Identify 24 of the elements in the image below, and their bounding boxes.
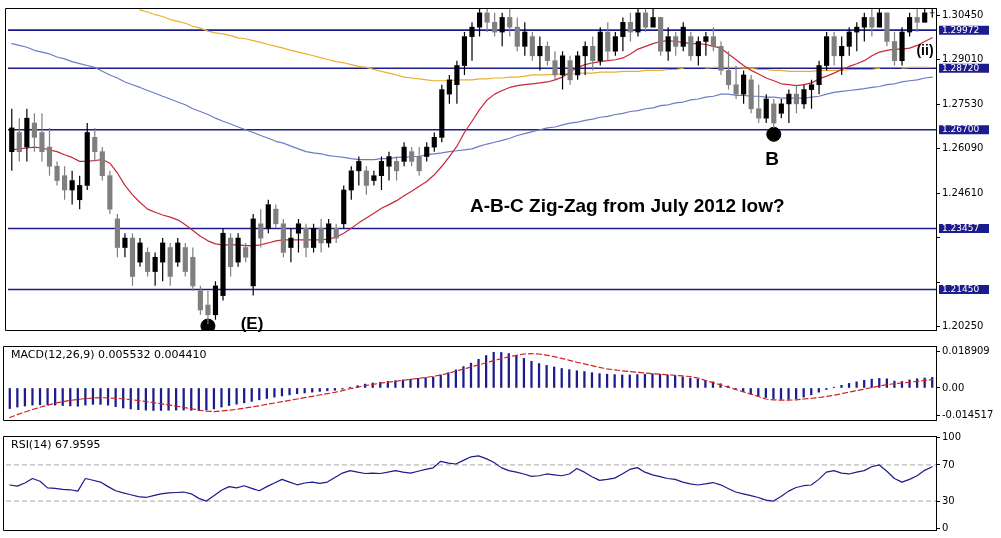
y-tick-label: 1.24610 (942, 186, 984, 198)
chart-title: RSI(14) 67.9595 (11, 438, 101, 452)
y-tick-label: 0 (942, 521, 949, 533)
y-tick-label: 30 (942, 494, 955, 506)
ref-line-label: 1.28720 (942, 62, 980, 73)
y-tick-label: 1.20250 (942, 319, 984, 331)
annotation: A-B-C Zig-Zag from July 2012 low? (470, 195, 785, 217)
y-tick-label: 1.26090 (942, 141, 984, 153)
ref-line-label: 1.29972 (942, 24, 980, 35)
y-tick-label: 0.018909 (942, 345, 990, 357)
y-tick-label: 70 (942, 458, 955, 470)
y-tick-label: -0.014517 (942, 409, 994, 421)
annotation: B (765, 148, 779, 170)
y-tick-label: 1.27530 (942, 98, 984, 110)
y-tick-label: 0.00 (942, 381, 965, 393)
annotation: (ii) (916, 41, 934, 58)
annotation: (E) (240, 313, 264, 333)
chart-title: MACD(12,26,9) 0.005532 0.004410 (11, 348, 207, 362)
y-tick-label: 1.29010 (942, 53, 984, 65)
ref-line-label: 1.23457 (942, 222, 980, 233)
ref-line-label: 1.26700 (942, 124, 980, 135)
y-tick-label: 1.30450 (942, 9, 984, 21)
y-tick-label: 100 (942, 431, 962, 443)
ref-line-label: 1.21450 (942, 283, 980, 294)
